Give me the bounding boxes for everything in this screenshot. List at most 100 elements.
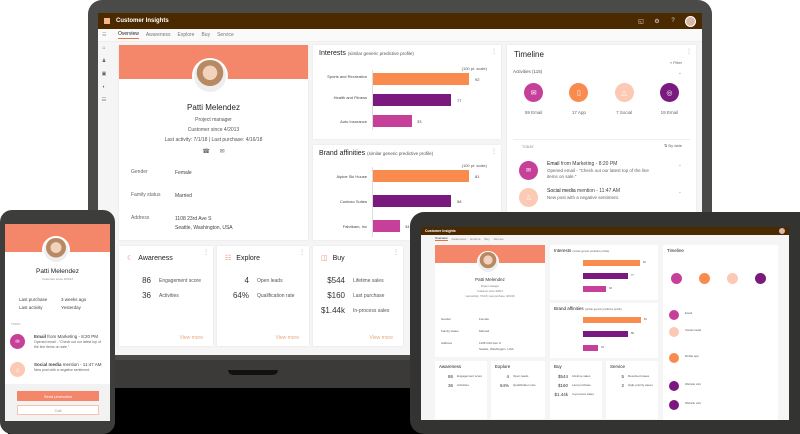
bar-sports[interactable] [373, 73, 469, 85]
shopping-bag-icon: ◫ [321, 255, 328, 262]
more-icon[interactable]: ⋮ [491, 49, 497, 55]
bell-icon[interactable]: ◱ [638, 18, 644, 25]
axis-line [372, 70, 373, 130]
bar-auto[interactable] [373, 115, 412, 127]
last-activity: Last activity: 7/1/18 | Last purchase: 4… [164, 137, 263, 143]
more-icon[interactable]: ⋮ [491, 149, 497, 155]
tab-overview[interactable]: Overview [435, 236, 448, 241]
call-button[interactable]: Call [17, 405, 99, 415]
bar-auto[interactable] [583, 286, 606, 292]
channel-email[interactable]: ✉ 59 Email [524, 83, 544, 115]
social-icon: △ [10, 362, 25, 377]
app-title: Customer Insights [116, 18, 169, 24]
buy-card: ◫ Buy ⋮ $544 Lifetime sales $160 Last purch… [313, 246, 403, 346]
people-icon[interactable]: ♟ [101, 58, 107, 64]
awareness-icon: ☾ [127, 255, 134, 262]
phone-icon[interactable] [699, 273, 710, 284]
filter-button[interactable]: ▿ Filter [669, 60, 682, 65]
document-icon[interactable]: ☷ [101, 97, 107, 103]
globe-icon[interactable] [755, 273, 766, 284]
email-icon: ✉ [519, 161, 538, 180]
metric-lifetime-sales: $544 Lifetime sales [327, 276, 384, 285]
user-avatar[interactable] [685, 15, 696, 27]
timeline-item[interactable]: △ Social media mention - 11:47 AM New po… [8, 360, 108, 388]
bar-fabrikam[interactable] [583, 345, 598, 351]
timeline-item[interactable]: △ Social media mention - 11:47 AM New po… [513, 186, 690, 212]
tab-awareness[interactable]: Awareness [145, 32, 171, 38]
bar-contoso[interactable] [583, 331, 628, 337]
view-more-link[interactable]: View more [369, 335, 393, 341]
metric-qualification: 64% Qualification rate [232, 291, 295, 300]
awareness-card: ☾ Awareness ⋮ 86 Engagement score 36 Activi… [119, 246, 213, 346]
email-icon[interactable] [671, 273, 682, 284]
social-icon: △ [614, 83, 634, 102]
filter-icon: ▿ [669, 60, 672, 65]
hamburger-icon[interactable]: ☰ [102, 32, 107, 38]
bar-health[interactable] [373, 94, 451, 106]
bar-alpine[interactable] [583, 317, 641, 323]
activities-label: Activities (115) [513, 69, 543, 74]
phone-icon[interactable]: ☎ [202, 149, 210, 155]
last-activity-row: Last activity Yesterday [19, 305, 81, 310]
profile-card: Patti Melendez Project manager Customer … [119, 45, 308, 240]
tab-awareness[interactable]: Awareness [451, 236, 467, 241]
phone-screen: Patti Melendez Customer since 4/2013 Las… [5, 224, 110, 421]
sort-icon: ⇅ [663, 143, 668, 148]
more-icon[interactable]: ⋮ [203, 250, 209, 256]
more-icon[interactable]: ⋮ [686, 49, 692, 55]
tab-explore[interactable]: Explore [177, 32, 195, 38]
chevron-down-icon[interactable]: ⌄ [677, 162, 682, 168]
user-avatar[interactable] [779, 228, 785, 234]
home-icon[interactable]: ⌂ [102, 45, 106, 51]
explore-icon: ☷ [225, 255, 232, 262]
channel-app[interactable]: ▯ 17 App [569, 83, 589, 115]
view-more-link[interactable]: View more [275, 335, 299, 341]
app-launcher-icon[interactable] [104, 18, 110, 24]
explore-card: ☷ Explore ⋮ 4 Open leads 64% Qualification … [217, 246, 309, 346]
metric-engagement: 86 Engagement score [142, 276, 201, 285]
sort-by-date[interactable]: ⇅ By date [663, 143, 682, 148]
segments-icon[interactable]: ▣ [101, 71, 107, 77]
attr-gender: Gender Female [131, 169, 192, 176]
bar-fabrikam[interactable] [373, 220, 400, 232]
scale-note: (100 pt. scale) [461, 66, 487, 71]
explore-card: Explore 4 Open leads 64% Qualification rat… [491, 361, 545, 419]
bar-contoso[interactable] [373, 195, 451, 207]
today-label: TODAY [522, 145, 534, 149]
email-icon[interactable]: ✉ [219, 149, 225, 155]
bar-row: Fabrikam, Inc 34 [313, 220, 501, 232]
view-more-link[interactable]: View more [179, 335, 203, 341]
insights-icon[interactable]: ◐ [102, 84, 106, 90]
bar-sports[interactable] [583, 260, 640, 266]
tab-service[interactable]: Service [217, 32, 234, 38]
chevron-down-icon[interactable]: ⌄ [677, 189, 682, 195]
send-promotion-button[interactable]: Send promotion [17, 391, 99, 401]
tablet-screen: Customer Insights Overview Awareness Exp… [421, 227, 789, 420]
bar-health[interactable] [583, 273, 628, 279]
brands-title: Brand affinities (similar generic predic… [319, 150, 434, 157]
timeline-card: Timeline ⋮ ▿ Filter Activities (115) ⌄ ✉… [507, 45, 696, 240]
timeline-title: Timeline [514, 50, 544, 59]
tab-explore[interactable]: Explore [470, 236, 481, 241]
social-icon: △ [519, 188, 538, 207]
bar-alpine[interactable] [373, 170, 469, 182]
customer-since: Customer since 4/2013 [42, 277, 73, 281]
timeline-item[interactable]: ✉ Email from Marketing - 8:20 PM Opened … [513, 159, 690, 185]
tab-buy[interactable]: Buy [201, 32, 211, 38]
more-icon[interactable]: ⋮ [299, 250, 305, 256]
more-icon[interactable]: ⋮ [393, 250, 399, 256]
channel-web[interactable]: ◎ 19 Email [659, 83, 679, 115]
customer-name: Patti Melendez [187, 103, 240, 112]
tab-overview[interactable]: Overview [118, 31, 139, 39]
gear-icon[interactable]: ⚙ [654, 18, 660, 25]
tab-buy[interactable]: Buy [484, 236, 490, 241]
channel-social[interactable]: △ 7 Social [614, 83, 634, 115]
attr-address: Address 1108 23rd Ave S Seattle, Washingto… [131, 215, 233, 231]
help-icon[interactable]: ? [671, 18, 675, 24]
awareness-card: Awareness 86 Engagement score 36 Activitie… [435, 361, 487, 419]
social-icon[interactable] [727, 273, 738, 284]
chevron-down-icon[interactable]: ⌄ [677, 70, 682, 76]
tab-service[interactable]: Service [493, 236, 504, 241]
timeline-item[interactable]: ✉ Email from Marketing - 8:20 PM Opened … [8, 332, 108, 360]
customer-since: Customer since 4/2013 [187, 127, 240, 133]
